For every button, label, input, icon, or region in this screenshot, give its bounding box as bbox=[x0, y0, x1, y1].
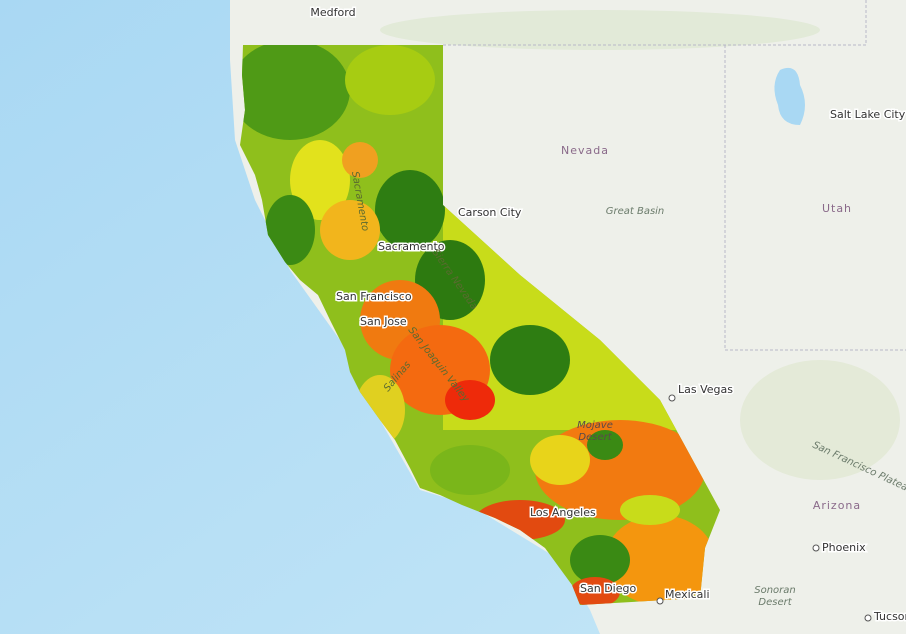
place-label: Las Vegas bbox=[678, 383, 733, 396]
city-dot bbox=[668, 394, 676, 402]
place-label: Salt Lake City bbox=[830, 108, 906, 121]
terrain bbox=[740, 360, 900, 480]
terrain bbox=[380, 10, 820, 50]
place-label: San Jose bbox=[360, 315, 407, 328]
state-border bbox=[443, 0, 906, 351]
place-label: Los Angeles bbox=[530, 506, 596, 519]
place-label: Mexicali bbox=[665, 588, 710, 601]
place-label: Phoenix bbox=[822, 541, 866, 554]
city-dot bbox=[656, 597, 664, 605]
lake bbox=[774, 67, 805, 125]
place-label: Carson City bbox=[458, 206, 522, 219]
region-label: Nevada bbox=[561, 144, 609, 157]
feature-label-box: Sonoran Desert bbox=[754, 585, 796, 608]
feature-label: Mojave Desert bbox=[577, 420, 613, 443]
region-label: Arizona bbox=[813, 499, 861, 512]
place-label: San Francisco bbox=[336, 290, 412, 303]
place-label: San Diego bbox=[580, 582, 636, 595]
place-label: Tucson bbox=[873, 610, 906, 623]
feature-label-box: Mojave Desert bbox=[577, 420, 613, 443]
city-dot bbox=[864, 614, 872, 622]
feature-label: Great Basin bbox=[606, 206, 665, 217]
region-label: Utah bbox=[822, 202, 852, 215]
feature-label: Sonoran Desert bbox=[754, 585, 796, 608]
place-label: Medford bbox=[310, 6, 355, 19]
place-label: Sacramento bbox=[378, 240, 445, 253]
city-dot bbox=[812, 544, 820, 552]
